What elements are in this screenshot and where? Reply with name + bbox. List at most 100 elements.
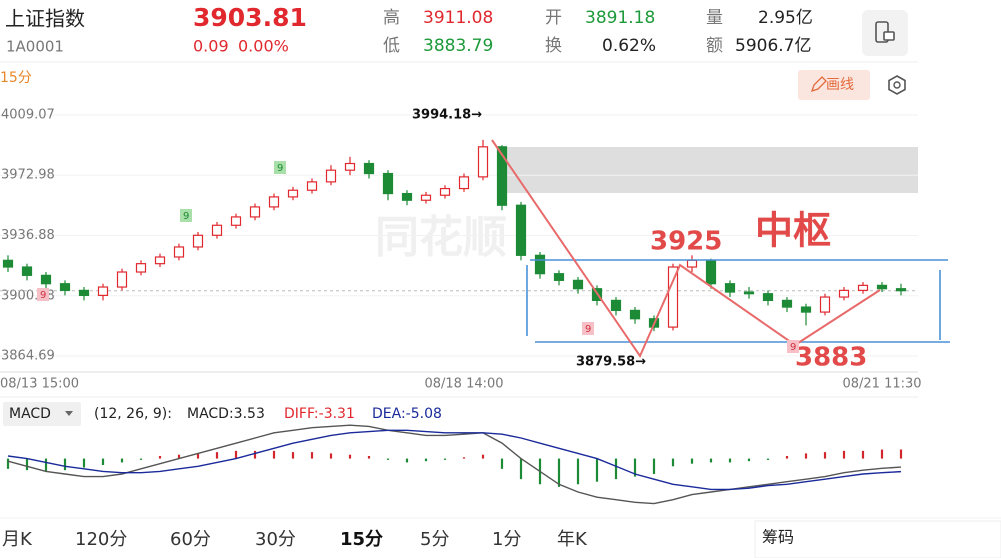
annotation-3925: 3925: [650, 227, 722, 257]
high-value: 3911.08: [423, 8, 493, 28]
candle-body: [610, 299, 622, 312]
turnover-value: 0.62%: [602, 36, 656, 56]
td-label: 9: [183, 211, 189, 222]
period-tab[interactable]: 30分: [255, 529, 296, 550]
candle-body: [306, 181, 318, 191]
macd-layer: [6, 424, 903, 505]
td-label: 9: [585, 324, 591, 335]
diff-line: [7, 424, 902, 505]
candle-body: [762, 293, 774, 301]
candle-body: [553, 273, 565, 281]
candle-body: [515, 204, 527, 256]
candle-body: [173, 246, 185, 258]
gray-zone: [505, 147, 918, 193]
period-tabs: 月K 120分 60分 30分 15分 5分 1分 年K: [2, 529, 588, 550]
period-tab[interactable]: 60分: [170, 529, 211, 550]
open-label: 开: [545, 8, 562, 28]
pivot-box: [526, 259, 950, 343]
candle-body: [97, 286, 109, 296]
td-markers: 9 9 9 9 9: [37, 161, 799, 353]
candle-body: [420, 194, 432, 201]
grid-layer: 4009.073972.983936.883900.783864.6908/13…: [0, 107, 922, 392]
period-tab[interactable]: 年K: [557, 529, 588, 550]
candle-body: [572, 279, 584, 290]
candle-body: [154, 256, 166, 265]
x-tick-label: 08/18 14:00: [424, 377, 503, 392]
candle-body: [230, 216, 242, 226]
low-label: 低: [383, 36, 400, 56]
candle-body: [781, 299, 793, 308]
amount-label: 额: [706, 36, 723, 56]
candle-body: [268, 196, 280, 208]
draw-button[interactable]: 画线: [798, 70, 870, 100]
change-pct: 0.00%: [238, 37, 289, 56]
low-value: 3883.79: [423, 36, 493, 56]
candle-body: [496, 146, 508, 206]
last-price: 3903.81: [193, 3, 307, 32]
volume-value: 2.95亿: [758, 8, 813, 28]
trend-lines: [491, 139, 881, 359]
candle-body: [876, 284, 888, 290]
turnover-label: 换: [545, 36, 562, 56]
annotation-low: 3879.58→: [576, 355, 646, 370]
indicator-selector[interactable]: MACD: [3, 402, 81, 426]
period-tab[interactable]: 1分: [492, 529, 521, 550]
candle-body: [629, 309, 641, 320]
settings-button[interactable]: [888, 75, 906, 95]
period-tab[interactable]: 5分: [420, 529, 449, 550]
candle-body: [2, 259, 14, 268]
change: 0.09: [193, 37, 229, 56]
candle-body: [534, 254, 546, 275]
x-tick-label: 08/21 11:30: [842, 377, 921, 392]
td-label: 9: [277, 163, 283, 174]
amount-value: 5906.7亿: [735, 36, 811, 56]
candle-body: [667, 266, 679, 328]
dea-line: [7, 429, 902, 491]
candle-body: [724, 283, 736, 293]
period-tab[interactable]: 月K: [2, 529, 33, 550]
annotation-high: 3994.18→: [412, 108, 482, 123]
td-label: 9: [790, 342, 796, 353]
candle-body: [344, 162, 356, 171]
open-value: 3891.18: [585, 8, 655, 28]
candle-body: [819, 296, 831, 313]
candle-body: [211, 224, 223, 236]
candle-body: [439, 187, 451, 196]
candle-body: [116, 271, 128, 288]
watermark: 同花顺: [375, 212, 507, 263]
macd-params: (12, 26, 9):: [94, 406, 172, 422]
candle-body: [325, 169, 337, 183]
candle-body: [363, 162, 375, 175]
y-tick-label: 3972.98: [1, 168, 55, 183]
td-label: 9: [40, 290, 46, 301]
landscape-button[interactable]: [862, 10, 908, 56]
dea-readout: DEA:-5.08: [372, 406, 442, 422]
candle-body: [686, 259, 698, 268]
candle-body: [857, 284, 869, 291]
candle-body: [477, 146, 489, 178]
candle-body: [800, 306, 812, 313]
candle-body: [743, 291, 755, 295]
candle-body: [21, 266, 33, 276]
candle-body: [382, 172, 394, 195]
y-tick-label: 3936.88: [1, 228, 55, 243]
high-label: 高: [383, 8, 400, 28]
candle-body: [192, 234, 204, 248]
chips-panel: [754, 520, 1001, 558]
indicator-name: MACD: [9, 406, 51, 422]
period-tab[interactable]: 15分: [340, 529, 383, 550]
y-tick-label: 4009.07: [1, 107, 55, 122]
stock-name: 上证指数: [5, 7, 85, 31]
candle-body: [458, 176, 470, 190]
candle-body: [78, 289, 90, 296]
chips-button[interactable]: 筹码: [762, 528, 794, 547]
candle-body: [135, 263, 147, 273]
candle-body: [705, 259, 717, 285]
candle-body: [40, 274, 52, 285]
candle-body: [838, 289, 850, 298]
stock-code: 1A0001: [6, 38, 64, 56]
candle-body: [59, 283, 71, 291]
period-tab[interactable]: 120分: [75, 529, 127, 550]
